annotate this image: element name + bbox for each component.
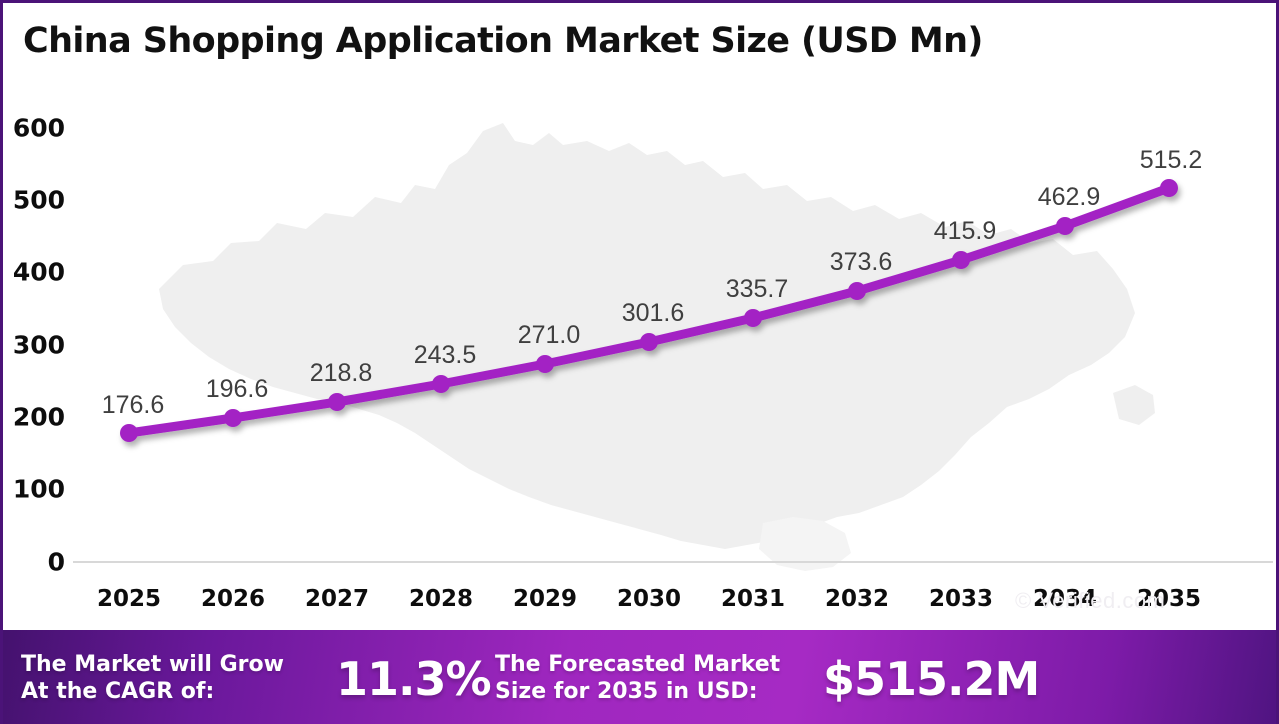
y-tick-label: 400 <box>12 257 65 287</box>
x-tick-label: 2033 <box>928 586 994 612</box>
series-line-china-shopping-application <box>120 179 1178 442</box>
data-point-label: 218.8 <box>309 359 373 387</box>
x-tick-label: 2028 <box>408 586 474 612</box>
y-axis: 600 500 400 300 200 100 0 <box>3 98 65 628</box>
x-tick-label: 2027 <box>304 586 370 612</box>
x-tick-label: 2032 <box>824 586 890 612</box>
cagr-label: The Market will Grow At the CAGR of: <box>21 652 284 704</box>
x-tick-label: 2026 <box>200 586 266 612</box>
footer-summary-bar: The Market will Grow At the CAGR of: 11.… <box>3 630 1276 724</box>
x-tick-label: 2031 <box>720 586 786 612</box>
chart-plot-area: 600 500 400 300 200 100 0 <box>3 98 1276 628</box>
cagr-value: 11.3% <box>336 652 492 706</box>
y-tick-label: 200 <box>12 402 65 432</box>
data-point-label: 515.2 <box>1139 146 1203 174</box>
y-tick-label: 600 <box>12 113 65 143</box>
forecast-value: $515.2M <box>823 652 1040 706</box>
data-point-label: 176.6 <box>101 391 165 419</box>
x-tick-label: 2034 <box>1032 586 1098 612</box>
page-title: China Shopping Application Market Size (… <box>23 21 983 61</box>
x-axis-baseline <box>73 561 1273 563</box>
data-point-label: 301.6 <box>621 299 685 327</box>
data-point-label: 196.6 <box>205 375 269 403</box>
x-tick-label: 2025 <box>96 586 162 612</box>
data-point-label: 271.0 <box>517 321 581 349</box>
data-point-label: 335.7 <box>725 275 789 303</box>
y-tick-label: 300 <box>12 330 65 360</box>
x-tick-label: 2029 <box>512 586 578 612</box>
forecast-label: The Forecasted Market Size for 2035 in U… <box>495 652 781 704</box>
x-tick-label: 2030 <box>616 586 682 612</box>
data-point-label: 462.9 <box>1037 183 1101 211</box>
x-tick-label: 2035 <box>1136 586 1202 612</box>
y-tick-label: 500 <box>12 185 65 215</box>
data-point-label: 415.9 <box>933 217 997 245</box>
data-point-label: 373.6 <box>829 248 893 276</box>
y-tick-label: 100 <box>12 474 65 504</box>
data-point-label: 243.5 <box>413 341 477 369</box>
y-tick-label: 0 <box>47 547 65 577</box>
